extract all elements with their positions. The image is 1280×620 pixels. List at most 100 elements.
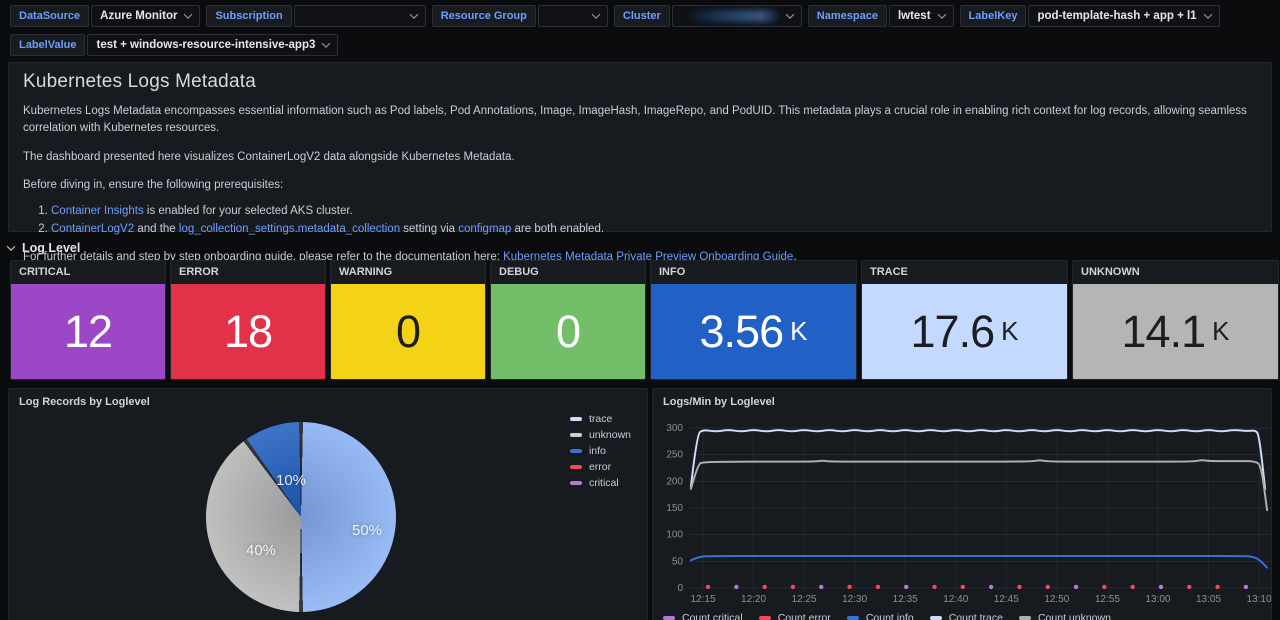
stat-body: 0	[331, 284, 485, 379]
datasource-select[interactable]: Azure Monitor	[91, 5, 201, 27]
legend-dash-icon	[569, 465, 582, 469]
svg-text:12:55: 12:55	[1095, 594, 1120, 605]
resource-group-control: Resource Group	[431, 5, 608, 27]
stat-body: 18	[171, 284, 325, 379]
legend-dash-icon	[569, 449, 582, 453]
legend-dash-icon	[929, 616, 942, 620]
svg-text:13:00: 13:00	[1145, 594, 1170, 605]
svg-text:100: 100	[666, 530, 683, 541]
labelkey-label: LabelKey	[959, 5, 1027, 27]
ts-legend-item-count-error[interactable]: Count error	[758, 612, 831, 620]
stat-body: 3.56 K	[651, 284, 856, 379]
intro-paragraph-3: Before diving in, ensure the following p…	[23, 178, 284, 191]
legend-label: Count info	[865, 612, 914, 620]
svg-text:13:10: 13:10	[1247, 594, 1272, 605]
datasource-control: DataSource Azure Monitor	[10, 5, 201, 27]
stat-value: 14.1	[1121, 306, 1207, 357]
labelkey-value-text: pod-template-hash + app + l1	[1037, 10, 1197, 22]
pie-legend-item-error[interactable]: error	[569, 461, 631, 473]
stat-title: TRACE	[870, 266, 908, 278]
intro-footer-text-2: .	[793, 250, 797, 263]
svg-text:12:50: 12:50	[1044, 594, 1069, 605]
pie-legend: trace unknown info error critical	[569, 413, 631, 489]
row-header-log-level[interactable]: Log Level	[6, 239, 1272, 257]
charts-row: Log Records by Loglevel 50% 40% 10% trace u…	[8, 388, 1272, 620]
redacted-value	[692, 10, 779, 22]
ts-legend-item-count-trace[interactable]: Count trace	[929, 612, 1003, 620]
chevron-down-icon	[184, 10, 193, 19]
svg-text:12:20: 12:20	[741, 594, 766, 605]
stat-value: 18	[223, 306, 273, 357]
ts-legend-item-count-unknown[interactable]: Count unknown	[1018, 612, 1111, 620]
pie-slice-label-info: 10%	[276, 472, 307, 489]
pie-legend-item-info[interactable]: info	[569, 445, 631, 457]
pie-legend-item-unknown[interactable]: unknown	[569, 429, 631, 441]
svg-text:12:25: 12:25	[792, 594, 817, 605]
legend-label: error	[588, 461, 612, 473]
stat-value: 3.56	[699, 306, 785, 357]
ts-legend-item-count-critical[interactable]: Count critical	[663, 612, 743, 620]
timeseries-panel: Logs/Min by Loglevel 0 50 100 150 200 250 300 1…	[652, 388, 1272, 620]
pie-slice-label-trace: 50%	[352, 522, 383, 539]
cluster-select[interactable]	[671, 5, 802, 27]
subscription-select[interactable]	[293, 5, 426, 27]
legend-label: unknown	[588, 429, 631, 441]
legend-dash-icon	[569, 417, 582, 421]
stat-value: 0	[555, 306, 581, 357]
pie-slice-label-unknown: 40%	[246, 542, 277, 559]
stat-body: 12	[11, 284, 165, 379]
resource-group-select[interactable]	[537, 5, 608, 27]
cluster-label: Cluster	[613, 5, 670, 27]
legend-label: info	[588, 445, 606, 457]
intro-footer-link-1[interactable]: Kubernetes Metadata Private Preview Onbo…	[503, 250, 794, 263]
svg-text:300: 300	[666, 423, 683, 434]
prerequisite-2-link-4[interactable]: configmap	[458, 222, 512, 235]
timeseries-panel-title: Logs/Min by Loglevel	[663, 396, 775, 408]
labelvalue-control: LabelValue test + windows-resource-intens…	[10, 34, 339, 56]
ts-legend-item-count-info[interactable]: Count info	[846, 612, 914, 620]
stat-title: CRITICAL	[19, 266, 71, 278]
prerequisite-2-text-3: setting via	[400, 222, 459, 235]
legend-label: Count critical	[682, 612, 743, 620]
chevron-down-icon	[937, 10, 946, 19]
namespace-select[interactable]: lwtest	[888, 5, 954, 27]
svg-text:0: 0	[677, 583, 683, 594]
legend-label: Count trace	[948, 612, 1003, 620]
legend-dash-icon	[758, 616, 771, 620]
chevron-down-icon	[322, 39, 331, 48]
svg-text:12:45: 12:45	[994, 594, 1019, 605]
prerequisite-2-link-2[interactable]: log_collection_settings.metadata_collect…	[178, 222, 401, 235]
timeseries-legend: Count critical Count error Count info Count…	[663, 612, 1111, 620]
pie-legend-item-critical[interactable]: critical	[569, 477, 631, 489]
subscription-label: Subscription	[206, 5, 292, 27]
svg-text:12:30: 12:30	[842, 594, 867, 605]
chevron-down-icon	[409, 10, 418, 19]
stat-title: UNKNOWN	[1081, 266, 1140, 278]
prerequisite-2-link-0[interactable]: ContainerLogV2	[51, 222, 135, 235]
stat-unit: K	[1212, 316, 1230, 346]
resource-group-label: Resource Group	[431, 5, 536, 27]
prerequisite-1-link-0[interactable]: Container Insights	[51, 205, 144, 217]
svg-text:200: 200	[666, 476, 683, 487]
legend-label: critical	[588, 477, 619, 489]
svg-text:50: 50	[672, 556, 684, 567]
stat-body: 0	[491, 284, 645, 379]
stat-unit: K	[1001, 316, 1019, 346]
svg-text:250: 250	[666, 450, 683, 461]
legend-label: trace	[588, 413, 613, 425]
labelvalue-value-text: test + windows-resource-intensive-app3	[96, 39, 316, 51]
prerequisites-list: Container Insights is enabled for your s…	[23, 203, 1257, 239]
datasource-value-text: Azure Monitor	[100, 10, 178, 22]
labelkey-select[interactable]: pod-template-hash + app + l1	[1028, 5, 1220, 27]
stat-panel-trace: TRACE 17.6 K	[861, 260, 1068, 380]
stat-panel-error: ERROR 18	[170, 260, 326, 380]
labelvalue-select[interactable]: test + windows-resource-intensive-app3	[87, 34, 339, 56]
stat-panel-warning: WARNING 0	[330, 260, 486, 380]
chevron-down-icon	[1203, 10, 1212, 19]
pie-legend-item-trace[interactable]: trace	[569, 413, 631, 425]
namespace-control: Namespace lwtest	[807, 5, 954, 27]
intro-footer: For further details and step by step onb…	[23, 249, 1257, 266]
stat-title: WARNING	[339, 266, 393, 278]
prerequisite-item-2: ContainerLogV2 and the log_collection_se…	[51, 221, 1257, 239]
toolbar-row-2: LabelValue test + windows-resource-intens…	[10, 33, 1270, 57]
